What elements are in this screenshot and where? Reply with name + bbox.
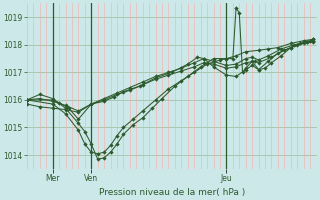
X-axis label: Pression niveau de la mer( hPa ): Pression niveau de la mer( hPa ) xyxy=(99,188,245,197)
